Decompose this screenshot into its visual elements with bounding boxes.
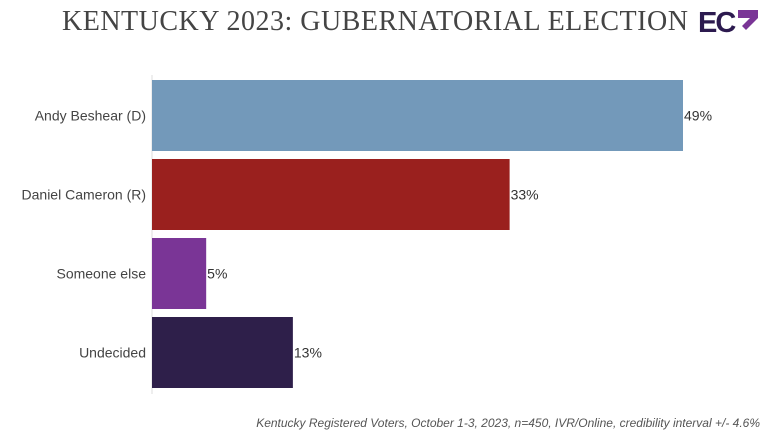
category-label: Someone else <box>56 266 146 282</box>
ecp-logo: EC <box>698 6 760 41</box>
footnote: Kentucky Registered Voters, October 1-3,… <box>256 416 760 430</box>
category-label: Andy Beshear (D) <box>35 108 146 124</box>
category-label: Daniel Cameron (R) <box>22 187 146 203</box>
data-label: 49% <box>684 108 712 124</box>
chart-title: KENTUCKY 2023: GUBERNATORIAL ELECTION <box>62 6 689 37</box>
bar <box>152 238 207 309</box>
bar-chart: Andy Beshear (D) 49% Daniel Cameron (R) 33%… <box>22 75 712 394</box>
category-label: Undecided <box>79 345 146 361</box>
data-label: 5% <box>207 266 227 282</box>
data-label: 33% <box>511 187 539 203</box>
bar <box>152 317 293 388</box>
svg-text:EC: EC <box>698 7 736 36</box>
data-label: 13% <box>294 345 322 361</box>
bar <box>152 159 510 230</box>
bar <box>152 80 683 151</box>
